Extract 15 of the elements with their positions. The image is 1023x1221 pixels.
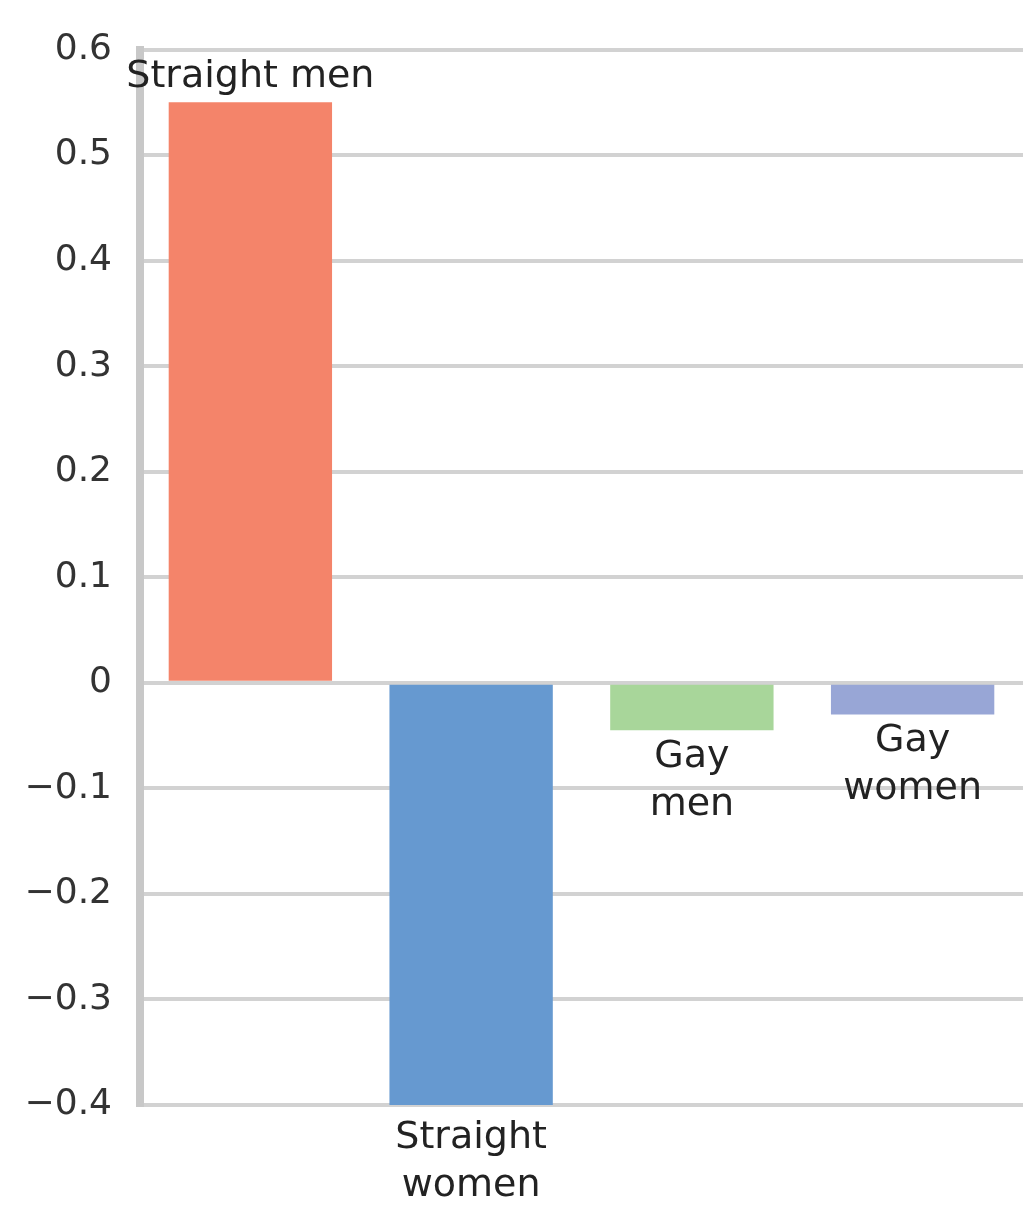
- x-tick-label: Gay men: [649, 732, 735, 825]
- y-tick-label: 0.1: [54, 553, 112, 595]
- y-tick-label: 0.4: [54, 237, 112, 279]
- y-tick-label: −0.2: [24, 870, 112, 912]
- y-tick-label: 0.2: [54, 448, 112, 490]
- y-tick-label: −0.1: [24, 764, 112, 806]
- y-tick-label: −0.3: [24, 975, 112, 1017]
- y-tick-label: 0: [89, 659, 112, 701]
- y-tick-label: 0.3: [54, 342, 112, 384]
- y-tick-label: 0.5: [54, 131, 112, 173]
- y-tick-label: 0.6: [54, 25, 112, 67]
- x-tick-label: Gay women: [843, 716, 983, 809]
- x-tick-label: Straight men: [126, 52, 375, 97]
- x-tick-label: Straight women: [395, 1112, 547, 1205]
- y-tick-label: −0.4: [24, 1081, 112, 1123]
